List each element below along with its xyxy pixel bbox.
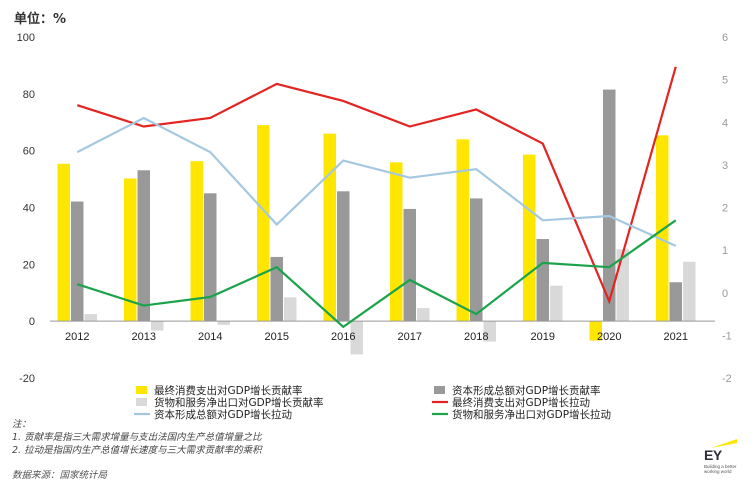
bar: [669, 282, 682, 322]
y-right-tick-label: 6: [722, 32, 728, 44]
legend-label: 资本形成总额对GDP增长拉动: [154, 408, 292, 421]
series-line: [76, 116, 677, 247]
unit-label: 单位：%: [14, 12, 67, 27]
legend-label: 货物和服务净出口对GDP增长拉动: [452, 408, 611, 421]
y-right-tick-label: 3: [722, 160, 728, 172]
bar: [483, 321, 496, 342]
bar: [217, 321, 230, 325]
bar: [257, 125, 270, 322]
bar: [84, 314, 97, 322]
bar: [603, 89, 616, 322]
x-tick-label: 2020: [597, 331, 621, 343]
y-left-tick-label: 20: [23, 259, 35, 271]
legend-swatch: [136, 398, 147, 406]
bar: [337, 191, 350, 322]
bar: [523, 154, 536, 322]
series-line: [76, 66, 677, 305]
bar: [151, 321, 164, 331]
bar: [124, 178, 137, 322]
ey-beam-icon: [711, 439, 737, 448]
bar: [190, 161, 203, 322]
legend-label: 资本形成总额对GDP增长贡献率: [452, 384, 601, 397]
y-left-tick-label: 80: [23, 89, 35, 101]
bar: [390, 162, 403, 322]
bar: [656, 135, 669, 322]
bar: [350, 321, 363, 355]
bar: [323, 133, 336, 322]
y-left-tick-label: 60: [23, 146, 35, 158]
x-tick-label: 2012: [65, 331, 89, 343]
data-source: 数据来源：国家统计局: [12, 470, 108, 481]
bar: [470, 198, 483, 322]
y-right-tick-label: 1: [722, 245, 728, 257]
bar: [71, 201, 84, 322]
legend-swatch: [136, 386, 147, 394]
bar: [137, 170, 150, 322]
bar: [204, 193, 217, 322]
y-right-tick-label: -1: [722, 330, 732, 342]
bar: [417, 308, 430, 322]
x-tick-label: 2021: [664, 331, 688, 343]
bar: [536, 239, 549, 322]
bar: [284, 297, 297, 322]
bar: [683, 261, 696, 322]
x-tick-label: 2015: [265, 331, 289, 343]
legend-label: 货物和服务净出口对GDP增长贡献率: [154, 396, 324, 409]
bar: [550, 285, 563, 322]
y-right-tick-label: -2: [722, 373, 732, 385]
x-tick-label: 2017: [398, 331, 422, 343]
bar: [57, 163, 70, 322]
y-left-tick-label: 0: [29, 316, 35, 328]
y-left-tick-label: -20: [19, 373, 35, 385]
series-line: [76, 219, 677, 329]
ey-logo-tagline: Building a better working world: [704, 464, 737, 474]
notes-heading: 注：: [12, 419, 32, 430]
legend-label: 最终消费支出对GDP增长拉动: [452, 396, 590, 409]
y-right-tick-label: 4: [722, 117, 728, 129]
y-right-tick-label: 5: [722, 75, 728, 87]
bar: [589, 321, 602, 341]
x-tick-label: 2018: [464, 331, 488, 343]
y-left-tick-label: 40: [23, 203, 35, 215]
x-tick-label: 2019: [531, 331, 555, 343]
bar: [456, 139, 469, 322]
x-tick-label: 2014: [198, 331, 222, 343]
x-tick-label: 2013: [132, 331, 156, 343]
y-left-tick-label: 100: [17, 32, 35, 44]
note-1: 1. 贡献率是指三大需求增量与支出法国内生产总值增量之比: [12, 432, 262, 443]
x-tick-label: 2016: [331, 331, 355, 343]
y-right-tick-label: 2: [722, 203, 728, 215]
ey-logo-text: EY: [704, 447, 722, 463]
notes: 注： 1. 贡献率是指三大需求增量与支出法国内生产总值增量之比 2. 拉动是指国…: [12, 418, 262, 457]
bar: [270, 256, 283, 322]
legend-swatch: [434, 386, 445, 394]
y-right-tick-label: 0: [722, 288, 728, 300]
ey-logo: EY Building a better working world: [703, 437, 749, 479]
note-2: 2. 拉动是指国内生产总值增长速度与三大需求贡献率的乘积: [12, 445, 262, 456]
bar: [403, 208, 416, 322]
legend-label: 最终消费支出对GDP增长贡献率: [154, 384, 303, 397]
